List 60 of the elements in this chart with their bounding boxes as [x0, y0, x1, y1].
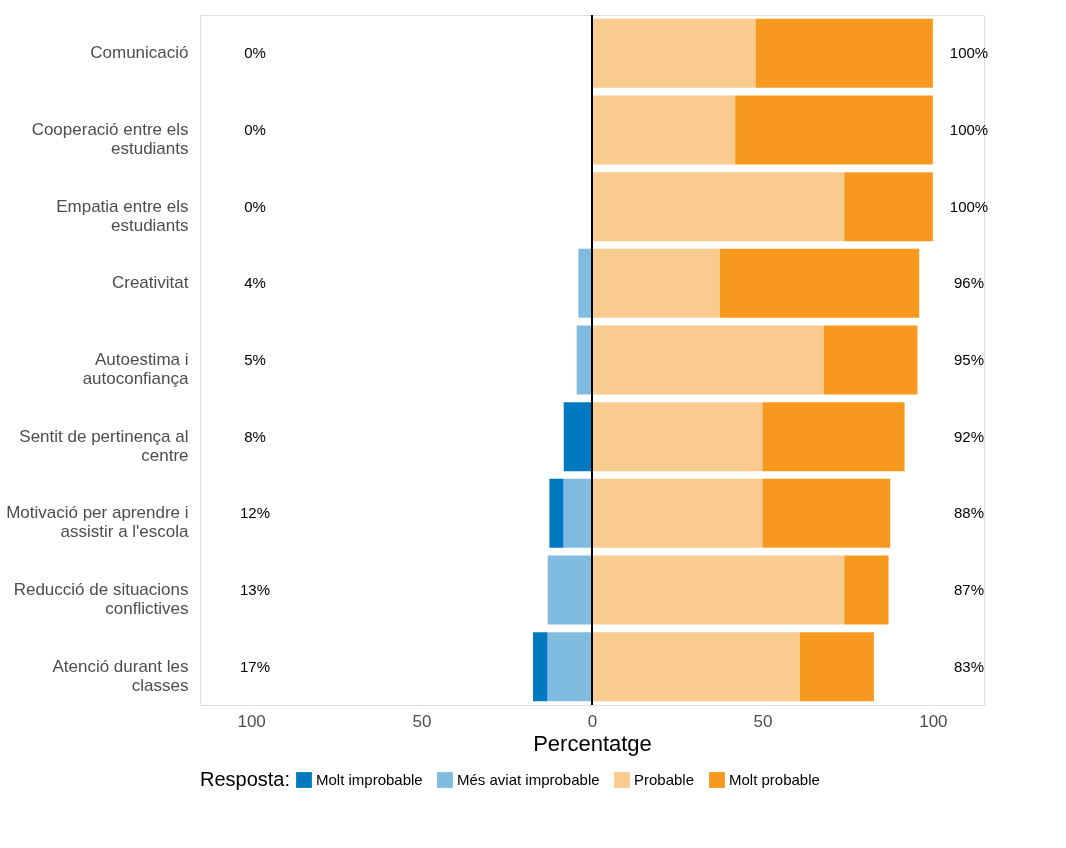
annotation: 88%	[953, 504, 985, 522]
y-tick-label: Atenció durant les classes	[52, 656, 189, 695]
bar	[719, 248, 920, 318]
y-tick-label: Sentit de pertinença al centre	[19, 426, 189, 465]
annotation: 13%	[239, 581, 271, 598]
bar	[592, 248, 720, 318]
annotation: 4%	[244, 274, 266, 292]
annotation: 87%	[953, 581, 985, 598]
x-tick-label: 0	[587, 711, 598, 731]
y-tick-label: Comunicació	[90, 43, 189, 63]
bar	[762, 478, 891, 548]
annotation: 100%	[949, 44, 989, 62]
annotation: 83%	[953, 657, 985, 675]
legend-label: Probable	[634, 771, 695, 788]
bar	[592, 172, 845, 242]
bar	[799, 632, 874, 702]
annotation: 12%	[239, 504, 271, 522]
bar	[592, 18, 756, 88]
bar	[592, 632, 800, 702]
legend-label: Més aviat improbable	[457, 771, 600, 788]
legend-label: Molt probable	[729, 771, 820, 788]
annotation: 95%	[953, 351, 985, 368]
bar	[578, 248, 592, 318]
bar	[592, 555, 845, 625]
bar	[592, 325, 824, 395]
bar	[563, 402, 592, 472]
annotation: 0%	[244, 197, 266, 215]
legend-label: Molt improbable	[316, 771, 423, 788]
bar	[735, 95, 933, 165]
x-axis-title: Percentatge	[533, 730, 652, 756]
bar	[592, 95, 736, 165]
y-tick-label: Motivació per aprendre i assistir a l'escola	[6, 503, 190, 542]
y-tick-label: Reducció de situacions conflictives	[13, 580, 189, 618]
legend-title: Resposta:	[200, 768, 291, 790]
annotation: 0%	[244, 44, 266, 62]
bar	[576, 325, 592, 395]
y-tick-label: Autoestima i autoconfiança	[82, 350, 190, 388]
annotation: 17%	[239, 657, 271, 675]
bar	[592, 402, 763, 472]
annotation: 100%	[949, 197, 989, 215]
y-tick-label: Empatia entre els estudiants	[56, 196, 189, 235]
annotation: 100%	[949, 121, 989, 138]
annotation: 5%	[244, 351, 266, 368]
x-tick-label: 100	[919, 711, 948, 731]
bar	[823, 325, 918, 395]
x-tick-label: 100	[237, 711, 266, 731]
annotation: 92%	[953, 427, 985, 445]
y-tick-label: Cooperació entre els estudiants	[31, 120, 189, 158]
bar	[755, 18, 933, 88]
bar	[844, 555, 889, 625]
bar	[547, 555, 592, 625]
bar	[844, 172, 933, 242]
bar	[762, 402, 905, 472]
x-tick-label: 50	[412, 711, 432, 731]
y-tick-label: Creativitat	[111, 273, 189, 293]
annotation: 96%	[953, 274, 985, 292]
annotation: 0%	[244, 121, 266, 138]
x-tick-label: 50	[753, 711, 773, 731]
bar	[592, 478, 763, 548]
annotation: 8%	[244, 427, 266, 445]
